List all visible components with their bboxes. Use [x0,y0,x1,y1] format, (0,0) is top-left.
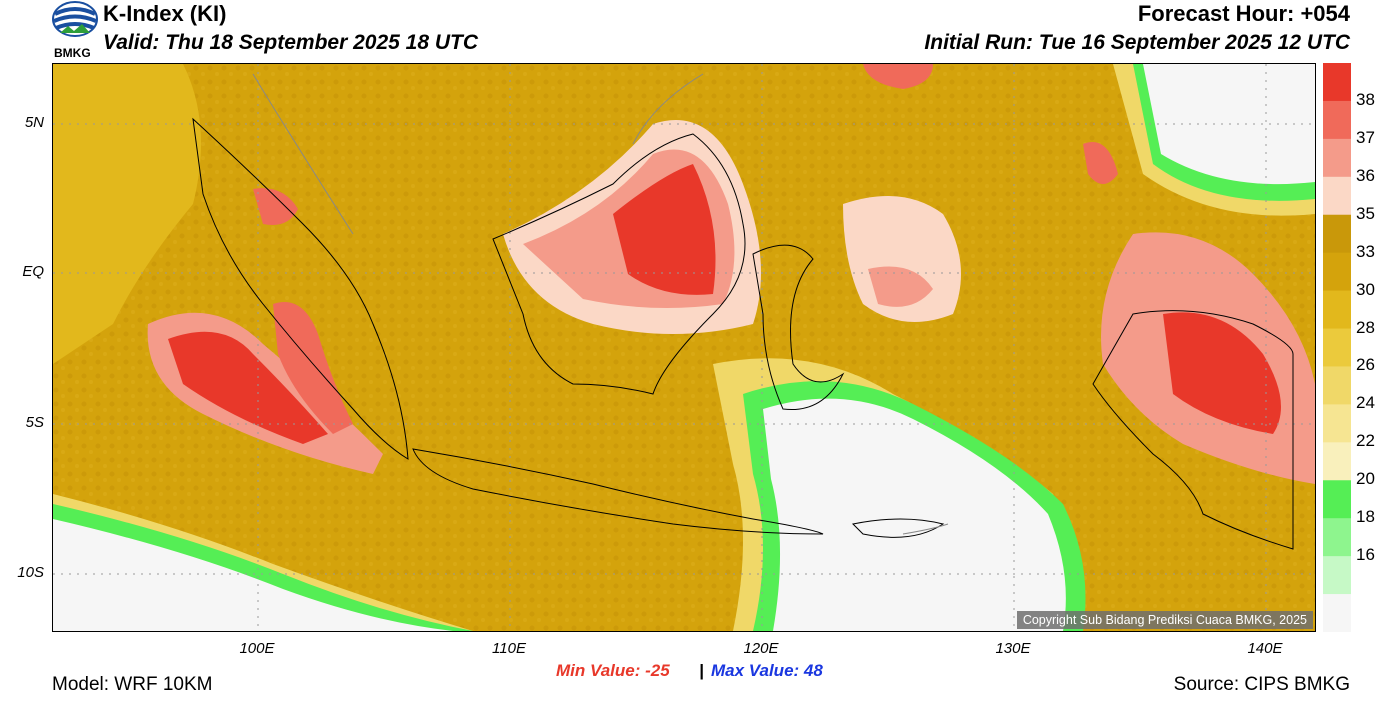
colorbar-label: 33 [1356,241,1375,261]
colorbar-swatch [1323,214,1351,254]
max-value: Max Value: 48 [711,661,823,680]
source-label: Source: CIPS BMKG [1173,674,1350,695]
colorbar-label: 20 [1356,469,1375,489]
lon-label-120e: 120E [743,640,779,657]
initial-run: Initial Run: Tue 16 September 2025 12 UT… [924,31,1350,54]
colorbar-swatch [1323,328,1351,367]
colorbar-label: 18 [1356,507,1375,527]
lon-label-130e: 130E [995,640,1031,657]
lon-label-100e: 100E [239,640,275,657]
logo-text: BMKG [54,46,91,60]
colorbar-swatch [1323,100,1351,140]
colorbar-label: 35 [1356,203,1375,223]
colorbar-label: 28 [1356,317,1375,337]
colorbar-swatch [1323,594,1351,633]
k-index-map[interactable]: Copyright Sub Bidang Prediksi Cuaca BMKG… [52,63,1316,632]
colorbar-label: 26 [1356,355,1375,375]
colorbar-label: 22 [1356,431,1375,451]
colorbar-swatch [1323,404,1351,443]
colorbar-label: 30 [1356,279,1375,299]
bmkg-logo: BMKG [50,0,100,60]
stats-separator: | [699,661,704,680]
colorbar-swatch [1323,290,1351,330]
colorbar-label: 38 [1356,89,1375,109]
colorbar-swatch [1323,138,1351,178]
model-label: Model: WRF 10KM [52,674,213,695]
min-value: Min Value: -25 [556,661,670,680]
valid-time: Valid: Thu 18 September 2025 18 UTC [103,31,479,54]
colorbar-label: 16 [1356,545,1375,565]
colorbar-swatch [1323,366,1351,405]
lat-label-10s: 10S [17,564,44,581]
colorbar-swatch [1323,176,1351,216]
colorbar-swatch [1323,480,1351,519]
lat-label-5s: 5S [25,414,44,431]
colorbar-label: 37 [1356,127,1375,147]
colorbar-swatch [1323,252,1351,292]
lon-label-110e: 110E [492,640,526,657]
colorbar-swatch [1323,442,1351,481]
colorbar-label: 36 [1356,165,1375,185]
lat-label-eq: EQ [22,263,44,280]
colorbar-swatch [1323,518,1351,557]
lat-label-5n: 5N [24,114,44,131]
forecast-hour: Forecast Hour: +054 [1137,1,1350,26]
colorbar-swatch [1323,556,1351,595]
colorbar [1323,63,1351,633]
product-title: K-Index (KI) [103,1,227,26]
copyright-notice: Copyright Sub Bidang Prediksi Cuaca BMKG… [1016,611,1313,629]
lon-label-140e: 140E [1247,640,1283,657]
colorbar-swatch [1323,63,1351,102]
colorbar-label: 24 [1356,393,1375,413]
